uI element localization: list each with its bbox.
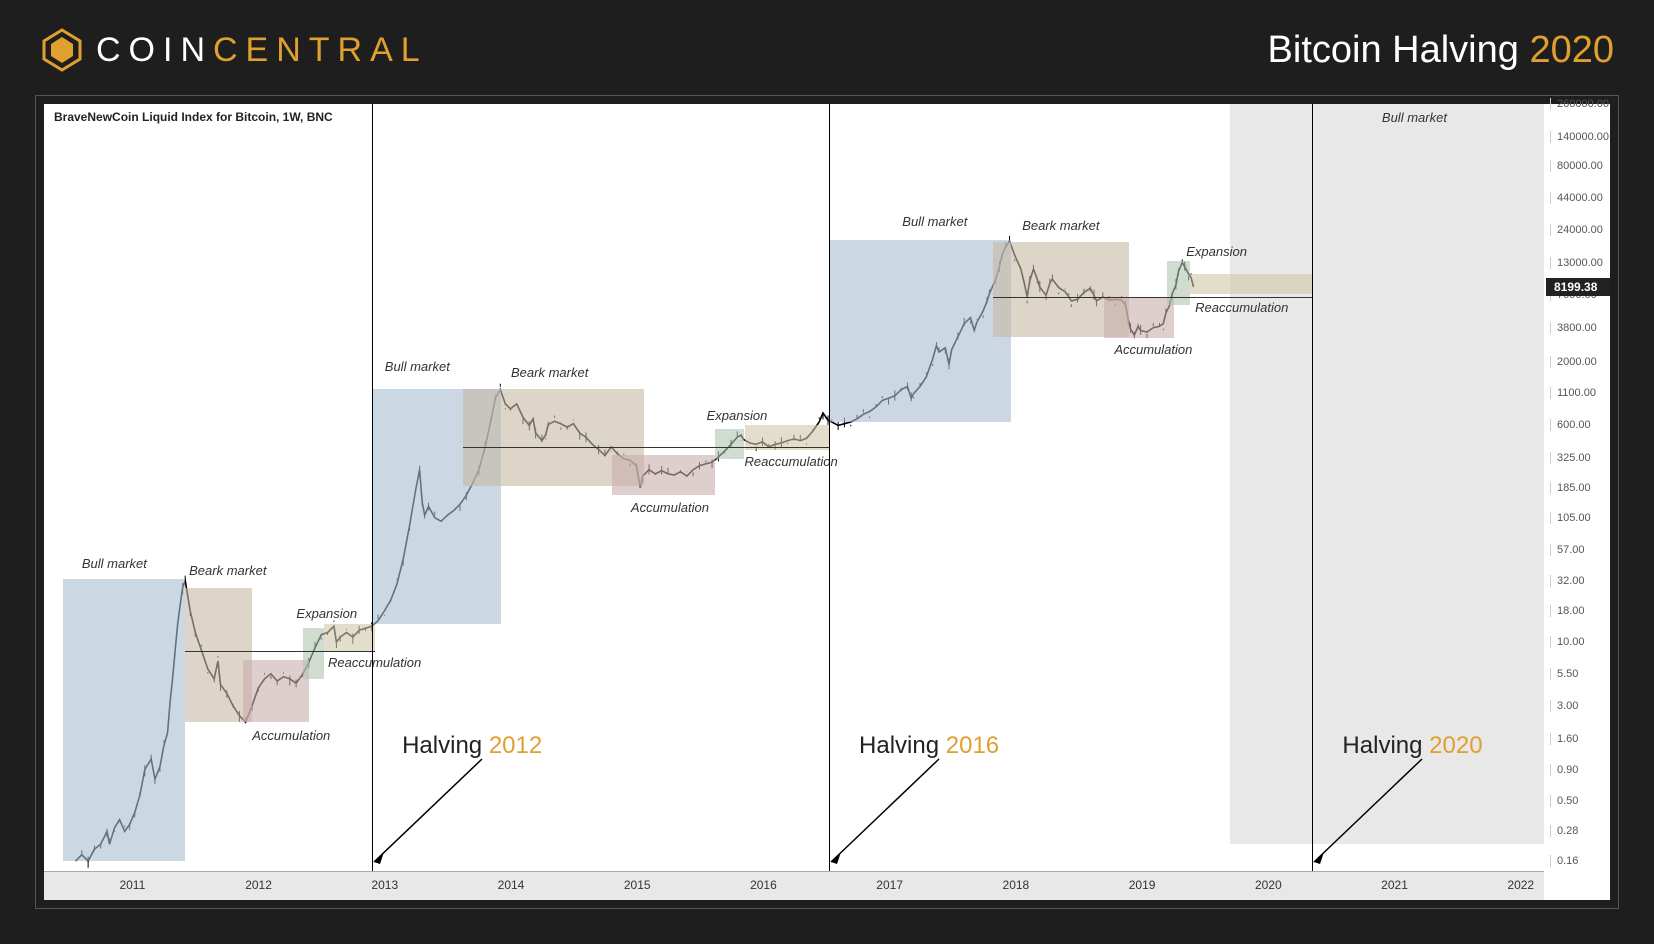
y-tick: 3800.00 [1550, 322, 1610, 334]
y-tick: 1.60 [1550, 733, 1610, 745]
phase-box [185, 588, 252, 723]
y-tick: 185.00 [1550, 482, 1610, 494]
y-tick: 260000.00 [1550, 98, 1610, 110]
y-tick: 13000.00 [1550, 257, 1610, 269]
support-line [185, 651, 374, 652]
x-tick: 2011 [119, 878, 145, 892]
y-tick: 0.50 [1550, 795, 1610, 807]
y-tick: 1100.00 [1550, 387, 1610, 399]
phase-label: Accumulation [631, 500, 709, 515]
phase-label: Beark market [511, 365, 588, 380]
phase-label: Accumulation [1114, 342, 1192, 357]
page-frame: COINCENTRAL Bitcoin Halving 2020 BraveNe… [0, 0, 1654, 944]
y-tick: 0.16 [1550, 855, 1610, 867]
y-tick: 32.00 [1550, 575, 1610, 587]
y-tick: 3.00 [1550, 700, 1610, 712]
chart: BraveNewCoin Liquid Index for Bitcoin, 1… [44, 104, 1610, 900]
current-price-badge: 8199.38 [1546, 278, 1610, 296]
y-tick: 600.00 [1550, 419, 1610, 431]
x-tick: 2016 [750, 878, 777, 892]
logo-icon [40, 28, 84, 72]
phase-label: Expansion [1186, 244, 1247, 259]
logo-word-1: COIN [96, 31, 213, 69]
phase-box [63, 579, 185, 861]
logo: COINCENTRAL [40, 28, 428, 72]
y-tick: 44000.00 [1550, 192, 1610, 204]
y-tick: 325.00 [1550, 452, 1610, 464]
x-tick: 2012 [245, 878, 272, 892]
phase-label: Beark market [1022, 218, 1099, 233]
y-tick: 5.50 [1550, 668, 1610, 680]
phase-label: Reaccumulation [328, 655, 421, 670]
phase-box [1104, 298, 1173, 338]
phase-label: Expansion [296, 606, 357, 621]
x-tick: 2019 [1129, 878, 1156, 892]
arrow-icon [819, 744, 999, 874]
x-tick: 2014 [498, 878, 525, 892]
x-tick: 2017 [876, 878, 903, 892]
y-tick: 0.90 [1550, 764, 1610, 776]
phase-label: Reaccumulation [1195, 300, 1288, 315]
phase-label: Bull market [385, 359, 450, 374]
phase-box [715, 429, 744, 459]
phase-label: Beark market [189, 563, 266, 578]
phase-label: Reaccumulation [745, 454, 838, 469]
y-tick: 105.00 [1550, 512, 1610, 524]
x-tick: 2013 [371, 878, 398, 892]
phase-label: Accumulation [252, 728, 330, 743]
phase-box [612, 455, 715, 495]
x-tick: 2015 [624, 878, 651, 892]
y-tick: 10.00 [1550, 636, 1610, 648]
phase-label: Bull market [1382, 110, 1447, 125]
support-line [993, 297, 1312, 298]
logo-text: COINCENTRAL [96, 31, 428, 70]
support-line [463, 447, 829, 448]
y-axis: 260000.00140000.0080000.0044000.0024000.… [1544, 104, 1610, 872]
arrow-icon [1302, 744, 1482, 874]
logo-word-2: CENTRAL [213, 31, 428, 69]
y-tick: 18.00 [1550, 605, 1610, 617]
phase-label: Bull market [82, 556, 147, 571]
phase-box [1190, 274, 1312, 294]
header: COINCENTRAL Bitcoin Halving 2020 [40, 20, 1614, 80]
y-tick: 0.28 [1550, 825, 1610, 837]
phase-box [303, 628, 324, 679]
y-tick: 57.00 [1550, 544, 1610, 556]
title-text: Bitcoin Halving [1268, 29, 1530, 71]
arrow-icon [362, 744, 542, 874]
x-tick: 2020 [1255, 878, 1282, 892]
x-tick: 2022 [1507, 878, 1534, 892]
phase-box [1167, 261, 1190, 306]
title-year: 2020 [1529, 29, 1614, 71]
y-tick: 80000.00 [1550, 160, 1610, 172]
phase-label: Bull market [902, 214, 967, 229]
phase-box [243, 660, 309, 723]
y-tick: 140000.00 [1550, 131, 1610, 143]
chart-container: BraveNewCoin Liquid Index for Bitcoin, 1… [35, 95, 1619, 909]
x-tick: 2021 [1381, 878, 1408, 892]
phase-box [324, 624, 374, 650]
y-tick: 24000.00 [1550, 224, 1610, 236]
chart-plot: Bull market Beark market Accumulation Expan… [44, 104, 1544, 872]
x-tick: 2018 [1003, 878, 1030, 892]
phase-label: Expansion [707, 408, 768, 423]
x-axis: 2011 2012 2013 2014 2015 2016 2017 2018 2019 2020… [44, 871, 1544, 900]
phase-box [829, 240, 1011, 422]
y-tick: 2000.00 [1550, 356, 1610, 368]
page-title: Bitcoin Halving 2020 [1268, 29, 1614, 72]
